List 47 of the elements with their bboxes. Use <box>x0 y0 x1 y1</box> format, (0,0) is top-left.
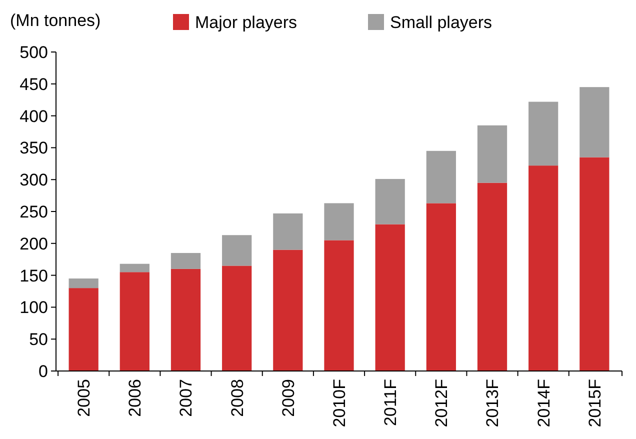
x-tick-label: 2009 <box>278 379 298 417</box>
bar <box>273 250 303 371</box>
y-tick-label: 400 <box>20 106 48 126</box>
y-tick-label: 150 <box>20 266 48 286</box>
y-tick-label: 200 <box>20 234 48 254</box>
bar <box>120 264 150 272</box>
y-tick-label: 100 <box>20 298 48 318</box>
y-tick-label: 350 <box>20 138 48 158</box>
x-tick-label: 2014F <box>534 379 554 428</box>
bar <box>580 157 610 371</box>
bar <box>426 150 456 204</box>
bar <box>375 178 405 224</box>
bar <box>273 213 303 250</box>
bar <box>477 182 508 371</box>
x-tick-label: 2015F <box>585 379 604 428</box>
x-tick-label: 2006 <box>126 379 145 417</box>
y-tick-label: 300 <box>20 170 48 190</box>
x-tick-label: 2008 <box>228 379 247 417</box>
bar <box>324 203 354 240</box>
bar <box>426 203 456 371</box>
y-tick-label: 0 <box>38 362 48 381</box>
y-tick-label: 500 <box>20 42 48 62</box>
y-axis-title: (Mn tonnes) <box>10 11 101 30</box>
y-tick-label: 450 <box>20 74 48 94</box>
x-tick-label: 2012F <box>432 379 452 428</box>
bar <box>68 288 98 371</box>
y-tick-label: 250 <box>20 202 48 222</box>
bar <box>477 125 508 183</box>
x-tick-label: 2007 <box>176 379 196 417</box>
bar <box>222 266 252 371</box>
x-tick-label: 2011F <box>381 379 400 426</box>
bar <box>580 87 610 158</box>
x-tick-label: 2013F <box>483 379 502 428</box>
legend-label: Major players <box>195 12 298 32</box>
bar <box>528 166 558 371</box>
bar <box>68 278 98 288</box>
bar <box>222 235 252 266</box>
legend-label: Small players <box>390 12 492 32</box>
x-tick-label: 2005 <box>74 379 94 417</box>
bar <box>375 224 405 371</box>
x-tick-label: 2010F <box>330 379 349 428</box>
bar <box>324 240 354 371</box>
bar <box>120 272 150 371</box>
y-tick-label: 50 <box>29 330 48 350</box>
bar <box>170 252 201 269</box>
bar <box>528 102 558 166</box>
bar <box>170 268 201 371</box>
